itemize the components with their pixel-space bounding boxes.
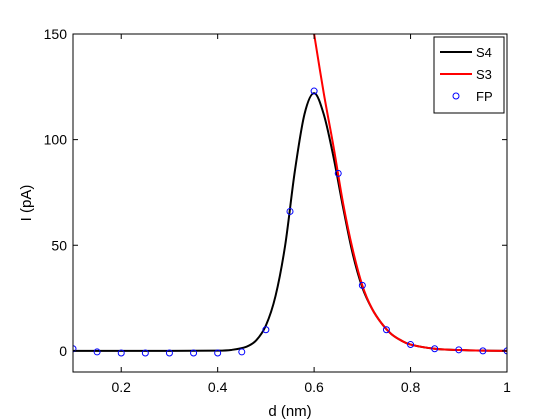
data-point-fp	[262, 326, 270, 334]
data-point-fp	[407, 341, 415, 349]
y-tick-label: 0	[59, 343, 67, 359]
plot-frame	[72, 33, 508, 373]
data-point-fp	[310, 87, 318, 95]
legend-label-fp: FP	[476, 89, 493, 104]
data-point-fp	[214, 349, 222, 357]
data-point-fp	[479, 347, 487, 355]
x-tick-label: 0.4	[208, 379, 228, 395]
x-tick-label: 0.8	[401, 379, 421, 395]
x-tick-label: 0.2	[111, 379, 131, 395]
legend: S4 S3 FP	[433, 36, 505, 114]
data-point-fp	[238, 348, 246, 356]
data-point-fp	[73, 345, 77, 353]
data-point-fp	[334, 169, 342, 177]
data-point-fp	[165, 349, 173, 357]
x-tick-label: 1	[503, 379, 511, 395]
data-point-fp	[382, 326, 390, 334]
legend-swatch-fp	[452, 92, 460, 100]
data-point-fp	[431, 345, 439, 353]
data-point-fp	[190, 349, 198, 357]
data-point-fp	[455, 346, 463, 354]
x-tick-label: 0.6	[304, 379, 324, 395]
series-line-s3	[313, 34, 507, 352]
ticks-layer: 0.2 0.4 0.6 0.8 1 0 50 100 150	[44, 26, 511, 395]
y-axis-label: I (pA)	[18, 185, 35, 222]
legend-label-s3: S3	[476, 67, 492, 82]
data-point-fp	[93, 348, 101, 356]
x-axis-label: d (nm)	[268, 403, 311, 420]
data-point-fp	[286, 207, 294, 215]
y-tick-label: 50	[51, 237, 67, 253]
data-point-fp	[117, 349, 125, 357]
y-tick-label: 150	[44, 26, 68, 42]
data-point-fp	[358, 281, 366, 289]
data-point-fp	[141, 349, 149, 357]
series-layer	[73, 34, 507, 357]
y-tick-label: 100	[44, 132, 68, 148]
legend-label-s4: S4	[476, 45, 492, 60]
